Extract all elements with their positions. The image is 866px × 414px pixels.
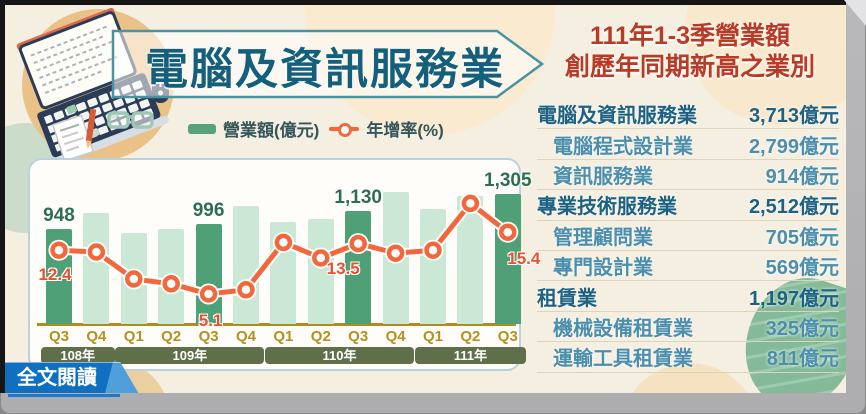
industry-row: 機械設備租賃業 325億元: [537, 312, 839, 343]
x-axis-tick-label: Q3: [497, 328, 518, 345]
industry-row: 租賃業 1,197億元: [537, 281, 839, 312]
x-axis-tick-label: Q2: [310, 328, 331, 345]
industry-row: 資訊服務業 914億元: [537, 160, 839, 191]
x-axis-tick-label: Q4: [385, 328, 406, 345]
legend-label: 營業額(億元): [223, 121, 320, 140]
x-axis-line: [37, 323, 516, 326]
industry-row: 電腦及資訊服務業 3,713億元: [537, 99, 839, 130]
page-title: 電腦及資訊服務業: [145, 46, 505, 94]
growth-value-label: 5.1: [198, 311, 223, 330]
year-band: 109年: [115, 347, 265, 364]
growth-value-label: 15.4: [507, 249, 541, 269]
year-band: 110年: [264, 347, 415, 364]
growth-line: [48, 192, 519, 305]
side-panel-title-line2: 創歷年同期新高之業別: [564, 53, 815, 81]
industry-name: 租賃業: [537, 287, 597, 310]
bar-value-label: 1,305: [484, 169, 532, 191]
industry-name: 電腦程式設計業: [553, 135, 693, 158]
year-band: 111年: [414, 347, 527, 364]
legend-item-revenue: 營業額(億元): [188, 116, 319, 141]
line-marker-icon: [329, 122, 360, 137]
industry-revenue-value: 914億元: [765, 165, 839, 188]
industry-revenue-value: 2,799億元: [748, 135, 839, 158]
side-panel-title: 111年1-3季營業額 創歷年同期新高之業別: [533, 21, 846, 83]
infographic-canvas: 電腦及資訊服務業 營業額(億元) 年增率(%) 948 996 1,130 1,305…: [5, 5, 846, 393]
x-axis-tick-label: Q2: [460, 328, 481, 345]
bar-value-label: 948: [43, 205, 75, 227]
industry-revenue-value: 811億元: [766, 348, 839, 371]
legend-item-growth: 年增率(%): [329, 116, 444, 141]
year-band: 108年: [40, 347, 115, 364]
industry-name: 管理顧問業: [553, 226, 653, 249]
industry-revenue-value: 705億元: [765, 226, 839, 249]
industry-row: 專門設計業 569億元: [537, 251, 839, 282]
industry-name: 專門設計業: [553, 257, 653, 280]
revenue-bar: [233, 206, 259, 324]
revenue-bar: [307, 219, 334, 324]
industry-row: 電腦程式設計業 2,799億元: [537, 129, 839, 160]
chart-panel: 948 996 1,130 1,305 Q3 Q4 Q1 Q2 Q3 Q4 Q1 Q2 Q3 Q4 Q1 Q2…: [28, 158, 540, 371]
industry-revenue-value: 569億元: [765, 257, 839, 280]
title-banner: [111, 29, 545, 99]
bar-swatch-icon: [188, 123, 216, 134]
industry-revenue-value: 1,197億元: [748, 287, 839, 310]
revenue-bar: [420, 209, 446, 324]
industry-name: 專業技術服務業: [537, 196, 677, 219]
x-axis-tick-label: Q4: [235, 328, 256, 345]
legend-label: 年增率(%): [366, 121, 444, 140]
industry-revenue-value: 3,713億元: [748, 105, 839, 128]
glasses-icon: [107, 111, 154, 129]
chart-legend: 營業額(億元) 年增率(%): [188, 116, 444, 141]
industry-name: 運輸工具租賃業: [553, 348, 693, 371]
combo-chart: 948 996 1,130 1,305 Q3 Q4 Q1 Q2 Q3 Q4 Q1 Q2 Q3 Q4 Q1 Q2…: [30, 160, 540, 369]
industry-revenue-value: 2,512億元: [748, 196, 839, 219]
industry-revenue-list: 電腦及資訊服務業 3,713億元 電腦程式設計業 2,799億元 資訊服務業 914億元專…: [537, 99, 839, 373]
industry-row: 專業技術服務業 2,512億元: [537, 190, 839, 221]
industry-name: 資訊服務業: [553, 165, 653, 188]
x-axis-tick-label: Q4: [86, 328, 107, 345]
side-panel-title-line1: 111年1-3季營業額: [589, 22, 791, 50]
industry-name: 機械設備租賃業: [553, 317, 693, 340]
industry-revenue-value: 325億元: [765, 317, 839, 340]
x-axis-tick-label: Q1: [123, 328, 144, 345]
revenue-bar: [83, 213, 110, 324]
bar-value-label: 1,130: [334, 187, 382, 208]
industry-row: 管理顧問業 705億元: [537, 221, 839, 251]
x-axis-tick-label: Q3: [48, 328, 69, 345]
read-more-button[interactable]: 全文閱讀: [5, 362, 139, 393]
x-axis-tick-label: Q2: [161, 328, 182, 345]
x-axis-tick-label: Q1: [273, 328, 294, 345]
pencil-icon: [85, 108, 97, 149]
revenue-bar: [345, 211, 372, 324]
frame-corner-gloss: [844, 0, 866, 26]
revenue-bar: [494, 193, 521, 324]
growth-value-label: 12.4: [38, 265, 72, 285]
progress-bar[interactable]: [8, 394, 120, 397]
frame-edge-top: [0, 0, 846, 5]
frame-edge-left: [0, 0, 5, 393]
industry-name: 電腦及資訊服務業: [537, 105, 697, 128]
growth-value-label: 13.5: [326, 258, 360, 278]
industry-row: 運輸工具租賃業 811億元: [537, 342, 839, 373]
x-axis-tick-label: Q3: [198, 328, 219, 345]
revenue-bar: [195, 224, 222, 324]
bar-value-label: 996: [192, 200, 225, 222]
x-axis-tick-label: Q1: [422, 328, 443, 345]
x-axis-tick-label: Q3: [348, 328, 369, 345]
